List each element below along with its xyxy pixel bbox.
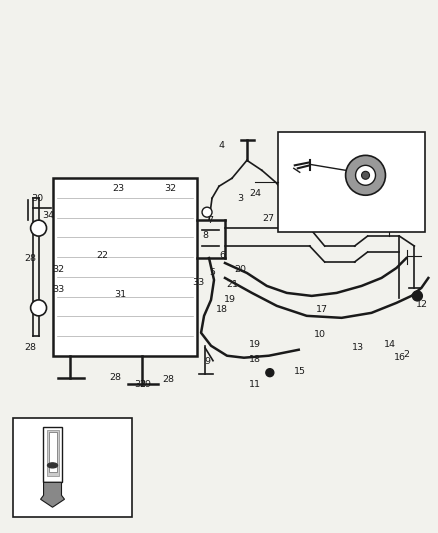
Bar — [42, 427, 63, 482]
Text: 18: 18 — [216, 305, 228, 314]
Text: 20: 20 — [234, 265, 246, 274]
Text: 11: 11 — [249, 380, 261, 389]
Text: 12: 12 — [417, 301, 428, 309]
Text: 27: 27 — [262, 214, 274, 223]
Circle shape — [266, 369, 274, 377]
Ellipse shape — [48, 463, 57, 468]
Text: 33: 33 — [134, 380, 146, 389]
Bar — [53, 178, 197, 356]
Text: 26: 26 — [371, 196, 384, 205]
Text: 22: 22 — [96, 251, 108, 260]
Bar — [46, 431, 59, 477]
Text: 29: 29 — [139, 380, 151, 389]
Circle shape — [31, 220, 46, 236]
Text: 21: 21 — [226, 280, 238, 289]
Circle shape — [346, 155, 385, 195]
Text: 3: 3 — [237, 193, 243, 203]
Text: 4: 4 — [219, 141, 225, 150]
Text: 19: 19 — [249, 340, 261, 349]
Text: 8: 8 — [202, 231, 208, 240]
Text: 9: 9 — [204, 357, 210, 366]
Text: 33: 33 — [53, 286, 65, 294]
Text: 16: 16 — [393, 353, 406, 362]
Circle shape — [361, 171, 370, 179]
Text: 28: 28 — [25, 254, 37, 263]
Text: 28: 28 — [110, 373, 121, 382]
Text: 34: 34 — [42, 211, 55, 220]
Text: 35: 35 — [386, 224, 399, 232]
Text: 7: 7 — [207, 216, 213, 224]
Polygon shape — [41, 482, 64, 507]
Text: 25: 25 — [393, 134, 406, 143]
Text: 31: 31 — [114, 290, 127, 300]
Text: 5: 5 — [209, 269, 215, 278]
Text: 32: 32 — [164, 184, 176, 193]
Bar — [278, 132, 425, 232]
Text: 2: 2 — [403, 350, 410, 359]
Circle shape — [356, 165, 375, 185]
Text: 15: 15 — [294, 367, 306, 376]
Text: 32: 32 — [53, 265, 64, 274]
Bar — [49, 432, 57, 472]
Circle shape — [413, 291, 422, 301]
Text: 30: 30 — [32, 193, 44, 203]
Text: 19: 19 — [224, 295, 236, 304]
Text: 18: 18 — [249, 355, 261, 364]
Circle shape — [31, 300, 46, 316]
Text: 13: 13 — [352, 343, 364, 352]
Text: 28: 28 — [162, 375, 174, 384]
Text: 2: 2 — [403, 216, 410, 224]
Text: 6: 6 — [219, 251, 225, 260]
Text: 36: 36 — [104, 473, 117, 482]
Text: 28: 28 — [25, 343, 37, 352]
Circle shape — [202, 207, 212, 217]
Text: 33: 33 — [192, 278, 204, 287]
Text: 24: 24 — [249, 189, 261, 198]
Circle shape — [298, 202, 306, 210]
Text: 1: 1 — [313, 221, 319, 230]
Bar — [13, 417, 132, 517]
Text: 10: 10 — [314, 330, 326, 340]
Text: 23: 23 — [112, 184, 124, 193]
Text: 17: 17 — [316, 305, 328, 314]
Text: 14: 14 — [383, 340, 396, 349]
